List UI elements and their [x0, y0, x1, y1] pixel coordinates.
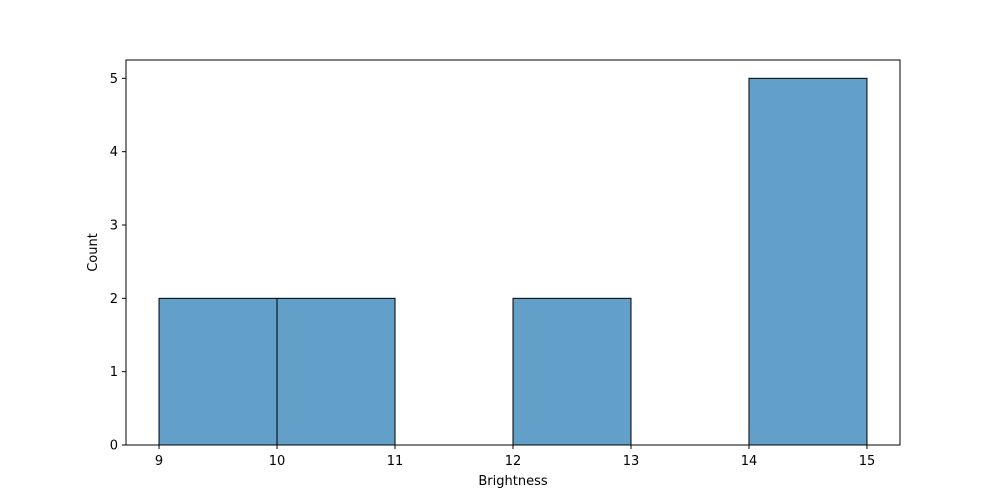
x-axis-label: Brightness	[478, 474, 547, 489]
histogram-bar-1	[276, 297, 396, 446]
x-axis: 9 10 11 12 13 14 15	[155, 445, 875, 469]
histogram-bar-3	[512, 297, 632, 446]
y-tick-label-4: 4	[110, 145, 118, 160]
x-tick-label-0: 9	[155, 454, 163, 469]
histogram-bar-0	[158, 297, 278, 446]
y-tick-label-5: 5	[110, 72, 118, 87]
x-tick-label-1: 10	[269, 454, 286, 469]
y-tick-label-1: 1	[110, 365, 118, 380]
bars-group	[158, 77, 868, 446]
y-tick-label-3: 3	[110, 219, 118, 234]
x-tick-label-3: 12	[505, 454, 522, 469]
y-axis-label: Count	[86, 233, 101, 272]
y-tick-label-2: 2	[110, 292, 118, 307]
histogram-bar-5	[748, 77, 868, 446]
y-tick-label-0: 0	[110, 439, 118, 454]
y-axis: 0 1 2 3 4 5	[110, 72, 126, 454]
x-tick-label-2: 11	[387, 454, 404, 469]
x-tick-label-6: 15	[859, 454, 876, 469]
x-tick-label-4: 13	[623, 454, 640, 469]
x-tick-label-5: 14	[741, 454, 758, 469]
